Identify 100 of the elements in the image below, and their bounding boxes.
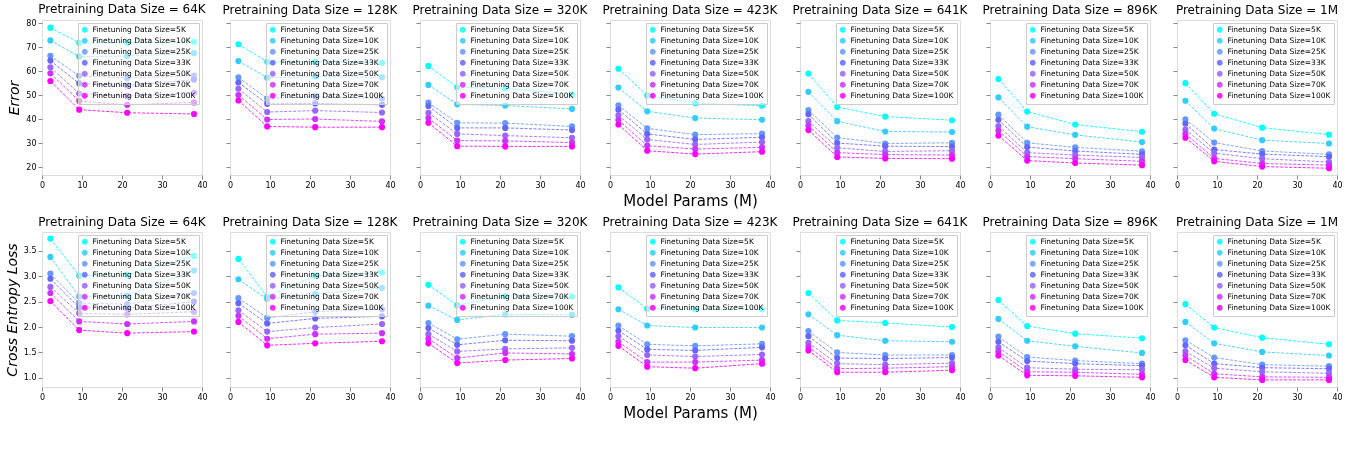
x-tick-label: 0 — [1174, 392, 1181, 402]
x-tick-label: 40 — [197, 180, 208, 190]
y-tick-label: 2.5 — [23, 297, 37, 307]
x-tick-label: 0 — [607, 392, 614, 402]
chart-title: Pretraining Data Size = 320K — [412, 215, 589, 229]
x-tick-label: 30 — [345, 180, 356, 190]
x-tick-label: 10 — [77, 392, 88, 402]
x-tick-label: 10 — [77, 180, 88, 190]
x-tick-label: 0 — [987, 180, 994, 190]
x-tick-label: 30 — [1105, 392, 1116, 402]
y-tick-label: 40 — [26, 114, 37, 124]
x-tick-label: 40 — [955, 180, 966, 190]
x-tick-label: 30 — [1292, 392, 1303, 402]
x-tick-label: 40 — [385, 392, 396, 402]
y-tick-label: 3.0 — [23, 271, 37, 281]
x-tick-label: 10 — [835, 392, 846, 402]
y-tick-label: 80 — [26, 18, 37, 28]
x-tick-label: 20 — [875, 392, 886, 402]
x-tick-label: 30 — [1105, 180, 1116, 190]
x-axis-title: Model Params (M) — [623, 191, 758, 210]
x-tick-label: 40 — [1332, 180, 1343, 190]
x-tick-label: 0 — [227, 180, 234, 190]
chart-title: Pretraining Data Size = 896K — [982, 3, 1159, 17]
x-tick-label: 0 — [607, 180, 614, 190]
y-axis-title: Error — [6, 79, 23, 116]
x-tick-label: 30 — [157, 180, 168, 190]
x-tick-label: 40 — [1332, 392, 1343, 402]
x-tick-label: 0 — [797, 392, 804, 402]
chart-title: Pretraining Data Size = 423K — [602, 215, 779, 229]
x-tick-label: 0 — [39, 392, 46, 402]
chart-title: Pretraining Data Size = 1M — [1175, 215, 1339, 229]
y-tick-label: 2.0 — [23, 322, 37, 332]
x-tick-label: 20 — [685, 180, 696, 190]
x-tick-label: 10 — [455, 392, 466, 402]
x-tick-label: 10 — [265, 392, 276, 402]
x-tick-label: 10 — [645, 392, 656, 402]
x-tick-label: 0 — [417, 392, 424, 402]
x-tick-label: 20 — [875, 180, 886, 190]
x-tick-label: 10 — [1212, 392, 1223, 402]
x-tick-label: 0 — [1174, 180, 1181, 190]
chart-title: Pretraining Data Size = 64K — [38, 2, 207, 17]
x-tick-label: 10 — [1212, 180, 1223, 190]
chart-title: Pretraining Data Size = 896K — [982, 215, 1159, 229]
x-tick-label: 20 — [495, 392, 506, 402]
chart-title: Pretraining Data Size = 641K — [792, 215, 969, 229]
x-tick-label: 20 — [495, 180, 506, 190]
y-tick-label: 70 — [26, 42, 37, 52]
x-tick-label: 0 — [39, 180, 46, 190]
chart-title: Pretraining Data Size = 128K — [222, 3, 399, 17]
x-tick-label: 20 — [685, 392, 696, 402]
x-tick-label: 20 — [305, 392, 316, 402]
y-tick-label: 30 — [26, 138, 37, 148]
chart-title: Pretraining Data Size = 1M — [1175, 3, 1339, 17]
chart-title: Pretraining Data Size = 64K — [38, 215, 207, 229]
x-tick-label: 40 — [197, 392, 208, 402]
x-tick-label: 30 — [725, 392, 736, 402]
chart-title: Pretraining Data Size = 320K — [412, 3, 589, 17]
x-tick-label: 40 — [765, 180, 776, 190]
x-tick-label: 20 — [117, 180, 128, 190]
x-tick-label: 10 — [1025, 392, 1036, 402]
x-tick-label: 0 — [987, 392, 994, 402]
x-tick-label: 10 — [265, 180, 276, 190]
y-tick-label: 3.5 — [23, 246, 37, 256]
x-tick-label: 30 — [1292, 180, 1303, 190]
y-tick-label: 60 — [26, 66, 37, 76]
x-tick-label: 0 — [797, 180, 804, 190]
x-axis-title: Model Params (M) — [623, 403, 758, 422]
x-tick-label: 30 — [345, 392, 356, 402]
x-tick-label: 40 — [1145, 180, 1156, 190]
x-tick-label: 10 — [1025, 180, 1036, 190]
x-tick-label: 0 — [417, 180, 424, 190]
x-tick-label: 30 — [535, 180, 546, 190]
y-tick-label: 50 — [26, 90, 37, 100]
x-tick-label: 20 — [1065, 392, 1076, 402]
x-tick-label: 40 — [385, 180, 396, 190]
chart-title: Pretraining Data Size = 423K — [602, 3, 779, 17]
x-tick-label: 10 — [645, 180, 656, 190]
x-tick-label: 30 — [535, 392, 546, 402]
x-tick-label: 40 — [765, 392, 776, 402]
x-tick-label: 30 — [157, 392, 168, 402]
x-tick-label: 20 — [117, 392, 128, 402]
x-tick-label: 10 — [835, 180, 846, 190]
y-axis-title: Cross Entropy Loss — [3, 243, 20, 377]
x-tick-label: 20 — [1252, 180, 1263, 190]
x-tick-label: 10 — [455, 180, 466, 190]
y-tick-label: 1.0 — [23, 373, 37, 383]
x-tick-label: 20 — [1252, 392, 1263, 402]
x-tick-label: 30 — [725, 180, 736, 190]
x-tick-label: 20 — [1065, 180, 1076, 190]
x-tick-label: 40 — [575, 180, 586, 190]
x-tick-label: 0 — [227, 392, 234, 402]
y-tick-label: 20 — [26, 162, 37, 172]
x-tick-label: 30 — [915, 180, 926, 190]
x-tick-label: 40 — [575, 392, 586, 402]
chart-title: Pretraining Data Size = 128K — [222, 215, 399, 229]
chart-title: Pretraining Data Size = 641K — [792, 3, 969, 17]
x-tick-label: 20 — [305, 180, 316, 190]
x-tick-label: 30 — [915, 392, 926, 402]
y-tick-label: 1.5 — [23, 347, 37, 357]
x-tick-label: 40 — [1145, 392, 1156, 402]
